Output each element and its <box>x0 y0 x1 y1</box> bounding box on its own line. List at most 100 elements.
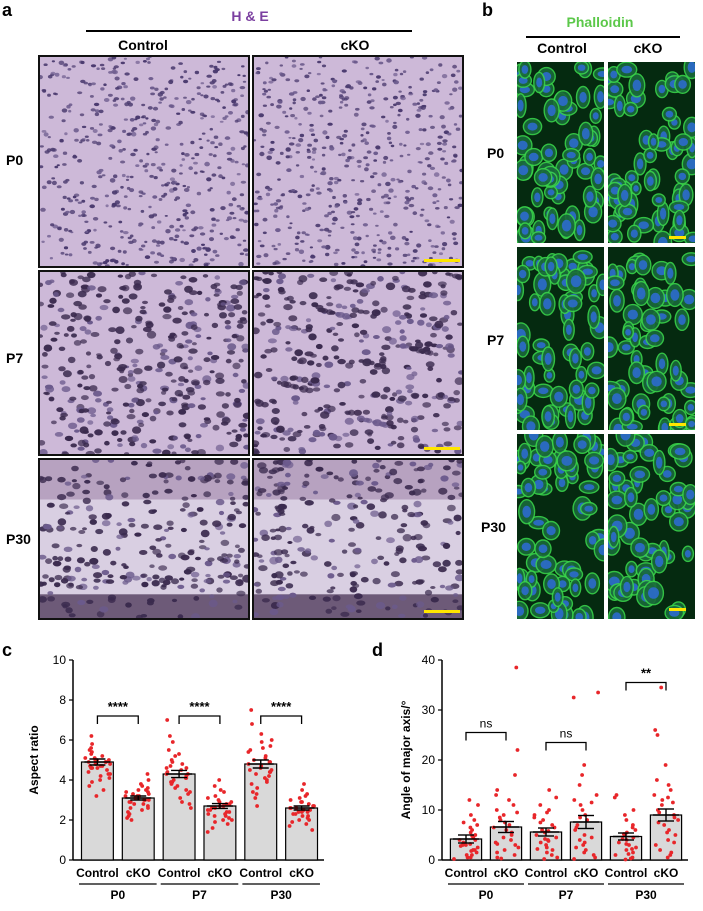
aspect-data-point <box>205 830 210 834</box>
aspect-data-point <box>248 748 253 752</box>
angle-data-point <box>631 850 635 855</box>
phalloidin-image-cko-p7 <box>606 245 697 432</box>
aspect-y-tick-label: 0 <box>59 853 66 867</box>
angle-x-tick-label: Control <box>445 866 488 880</box>
angle-data-point <box>468 825 473 830</box>
angle-data-point <box>624 818 629 822</box>
he-image-control-p0 <box>38 55 250 268</box>
angle-data-point <box>495 850 499 855</box>
aspect-data-point <box>255 804 259 808</box>
aspect-significance-bracket <box>96 715 139 724</box>
aspect-data-point <box>95 766 100 770</box>
aspect-group-label: P30 <box>270 888 292 902</box>
angle-data-point <box>513 843 518 847</box>
aspect-data-point <box>168 734 172 738</box>
angle-data-point <box>468 830 473 835</box>
angle-data-point <box>624 842 629 846</box>
panel-c-letter: c <box>2 640 13 660</box>
phalloidin-image-cko-p0 <box>606 60 697 245</box>
angle-x-tick-label: cKO <box>574 866 599 880</box>
aspect-data-point <box>249 782 254 786</box>
angle-data-point <box>574 825 579 830</box>
angle-group-label: P30 <box>635 888 657 902</box>
angle-significance-label: ** <box>641 666 652 681</box>
angle-data-point <box>668 788 673 792</box>
angle-data-point <box>663 763 668 767</box>
aspect-data-point <box>259 740 264 744</box>
angle-y-axis-label: Angle of major axis/° <box>399 700 413 819</box>
aspect-data-point <box>123 794 128 798</box>
aspect-data-point <box>146 778 151 782</box>
angle-data-point <box>630 825 635 830</box>
aspect-data-point <box>253 796 258 800</box>
aspect-data-point <box>223 814 228 818</box>
he-image-cko-p7 <box>252 270 464 456</box>
aspect-y-tick-label: 2 <box>59 813 66 827</box>
aspect-data-point <box>255 786 260 790</box>
phalloidin-header-rule <box>526 36 680 38</box>
angle-data-point <box>580 808 585 812</box>
aspect-data-point <box>146 806 150 810</box>
angle-data-point <box>461 820 466 825</box>
aspect-significance-label: **** <box>271 699 292 714</box>
aspect-data-point <box>300 814 305 818</box>
aspect-data-point <box>227 810 232 814</box>
angle-data-point <box>582 763 587 767</box>
aspect-data-point <box>206 812 211 816</box>
angle-data-point <box>542 857 547 861</box>
angle-data-point <box>495 855 500 860</box>
angle-data-point <box>665 855 670 860</box>
angle-data-point <box>499 856 504 861</box>
aspect-data-point <box>230 818 234 822</box>
aspect-data-point <box>140 808 144 812</box>
angle-data-point <box>501 835 506 840</box>
he-image-cko-p0 <box>252 55 464 268</box>
aspect-data-point <box>188 790 192 794</box>
angle-data-point <box>469 813 473 817</box>
aspect-data-point <box>296 810 301 814</box>
angle-data-point <box>628 856 633 861</box>
angle-data-point <box>572 857 576 861</box>
angle-data-point <box>666 838 670 842</box>
angle-data-point <box>547 788 552 792</box>
angle-significance-bracket <box>465 731 507 741</box>
angle-data-point <box>658 848 662 852</box>
angle-data-point <box>574 845 578 850</box>
angle-data-point <box>671 800 675 805</box>
he-row-p30: P30 <box>6 531 31 547</box>
angle-data-point <box>538 820 543 825</box>
angle-data-point <box>543 837 547 841</box>
aspect-data-point <box>107 758 111 762</box>
angle-data-point <box>665 830 669 835</box>
aspect-data-point <box>229 800 234 804</box>
aspect-data-point <box>212 784 217 788</box>
angle-data-point <box>655 733 660 737</box>
angle-significance-bracket <box>625 681 667 691</box>
angle-data-point <box>612 795 617 800</box>
aspect-data-point <box>170 760 175 764</box>
aspect-x-tick-label: Control <box>76 866 119 880</box>
aspect-ratio-chart: Aspect ratio 0 2 4 6 8 10 Control cKO Control cKO C… <box>27 653 324 902</box>
phalloidin-row-p0: P0 <box>487 145 505 161</box>
aspect-data-point <box>101 788 106 792</box>
aspect-data-point <box>180 800 184 804</box>
aspect-data-point <box>128 806 133 810</box>
aspect-data-point <box>184 766 189 770</box>
aspect-data-point <box>291 812 296 816</box>
aspect-data-point <box>250 722 254 726</box>
angle-data-point <box>571 695 576 700</box>
angle-data-point <box>554 835 559 840</box>
angle-y-tick-label: 40 <box>422 653 436 667</box>
angle-data-point <box>538 840 543 845</box>
aspect-data-point <box>287 824 292 828</box>
angle-data-point <box>549 853 554 857</box>
aspect-data-point <box>213 794 218 798</box>
aspect-data-point <box>105 768 109 772</box>
angle-data-point <box>538 803 543 807</box>
phalloidin-row-p7: P7 <box>487 332 505 348</box>
aspect-data-point <box>288 798 293 802</box>
aspect-group-label: P7 <box>192 888 207 902</box>
aspect-x-tick-label: cKO <box>208 866 233 880</box>
angle-y-tick-label: 20 <box>422 753 436 767</box>
angle-data-point <box>516 845 521 850</box>
